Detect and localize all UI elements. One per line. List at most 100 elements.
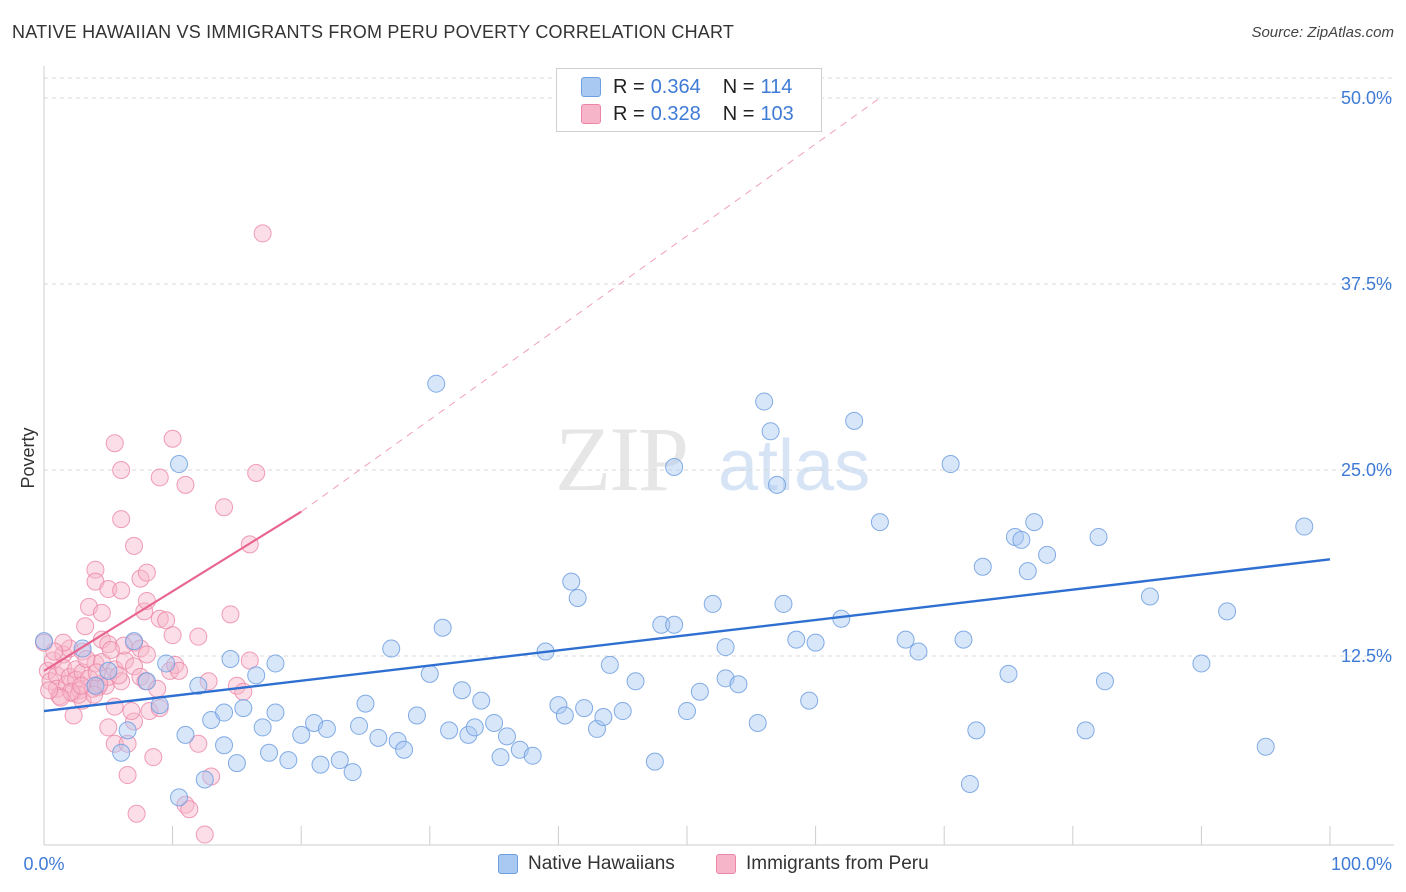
data-point-peru: [47, 666, 66, 685]
data-point-hawaiian: [1038, 545, 1057, 564]
data-point-peru: [253, 224, 272, 243]
data-point-hawaiian: [260, 743, 279, 762]
data-point-hawaiian: [485, 713, 504, 732]
data-point-hawaiian: [330, 751, 349, 770]
data-point-peru: [40, 681, 59, 700]
legend-swatch-blue: [581, 77, 601, 97]
data-point-hawaiian: [472, 691, 491, 710]
data-point-hawaiian: [575, 699, 594, 718]
data-point-hawaiian: [999, 664, 1018, 683]
data-point-peru: [77, 649, 96, 668]
data-point-peru: [72, 676, 91, 695]
correlation-legend: R = 0.364 N = 114 R = 0.328 N = 103: [556, 68, 822, 132]
legend-r-label: R =: [613, 102, 645, 125]
data-point-peru: [112, 581, 131, 600]
data-point-hawaiian: [768, 475, 787, 494]
trend-line-hawaiian: [43, 558, 1331, 713]
data-point-peru: [122, 702, 141, 721]
data-point-hawaiian: [118, 721, 137, 740]
data-point-peru: [64, 706, 83, 725]
data-point-hawaiian: [311, 755, 330, 774]
data-point-hawaiian: [125, 632, 144, 651]
data-point-peru: [180, 800, 199, 819]
data-point-peru: [101, 641, 120, 660]
series-native-hawaiians: [35, 374, 1314, 807]
data-point-hawaiian: [665, 458, 684, 477]
data-point-hawaiian: [703, 594, 722, 613]
bottom-legend-label: Native Hawaiians: [528, 853, 675, 874]
data-point-peru: [105, 697, 124, 716]
data-point-hawaiian: [279, 751, 298, 770]
data-point-hawaiian: [954, 630, 973, 649]
data-point-hawaiian: [234, 699, 253, 718]
data-point-hawaiian: [909, 642, 928, 661]
data-point-hawaiian: [221, 649, 240, 668]
data-point-hawaiian: [967, 721, 986, 740]
data-point-hawaiian: [407, 706, 426, 725]
axes: [43, 66, 1394, 846]
data-point-hawaiian: [652, 615, 671, 634]
data-point-hawaiian: [86, 676, 105, 695]
data-point-hawaiian: [678, 702, 696, 721]
data-point-hawaiian: [440, 721, 459, 740]
data-point-hawaiian: [1089, 527, 1108, 546]
legend-n-value: 114: [760, 75, 793, 98]
data-point-peru: [125, 536, 144, 555]
data-point-hawaiian: [626, 672, 645, 691]
data-point-hawaiian: [645, 752, 664, 771]
data-point-hawaiian: [215, 703, 234, 722]
data-point-hawaiian: [549, 696, 568, 715]
legend-r-value: 0.364: [650, 75, 701, 98]
data-point-hawaiian: [459, 725, 478, 744]
svg-text:atlas: atlas: [718, 426, 870, 506]
data-point-hawaiian: [356, 694, 375, 713]
data-point-peru: [127, 804, 146, 823]
data-point-hawaiian: [555, 706, 574, 725]
legend-n-label: N =: [722, 102, 755, 125]
data-point-peru: [85, 685, 104, 704]
data-point-hawaiian: [266, 703, 285, 722]
data-point-peru: [240, 651, 259, 670]
data-point-hawaiian: [755, 392, 774, 411]
data-point-peru: [62, 682, 81, 701]
data-point-hawaiian: [1295, 517, 1314, 536]
data-point-hawaiian: [960, 774, 979, 793]
data-point-peru: [189, 627, 208, 646]
data-point-hawaiian: [176, 725, 195, 744]
data-point-peru: [116, 651, 135, 670]
data-point-hawaiian: [1025, 513, 1044, 532]
data-point-hawaiian: [665, 615, 684, 634]
data-point-hawaiian: [189, 676, 208, 695]
data-point-peru: [87, 663, 106, 682]
data-point-peru: [137, 645, 156, 664]
data-point-hawaiian: [1076, 721, 1095, 740]
data-point-hawaiian: [774, 594, 793, 613]
data-point-hawaiian: [420, 664, 439, 683]
data-point-peru: [112, 510, 131, 529]
data-point-hawaiian: [382, 639, 401, 658]
data-point-hawaiian: [317, 719, 336, 738]
data-point-hawaiian: [247, 666, 266, 685]
data-point-hawaiian: [452, 681, 471, 700]
legend-swatch-pink: [581, 104, 601, 124]
x-tick-label: 0.0%: [23, 854, 64, 874]
data-point-peru: [189, 734, 208, 753]
y-axis-label: Poverty: [18, 427, 38, 488]
data-point-hawaiian: [227, 754, 246, 773]
data-point-hawaiian: [99, 661, 118, 680]
data-point-hawaiian: [427, 374, 446, 393]
y-tick-label: 25.0%: [1341, 460, 1392, 480]
data-point-hawaiian: [523, 746, 542, 765]
watermark: ZIP atlas: [555, 408, 870, 510]
bottom-legend-label: Immigrants from Peru: [746, 853, 929, 874]
data-point-peru: [105, 734, 124, 753]
gridlines: [44, 77, 1394, 657]
data-point-hawaiian: [433, 618, 452, 637]
data-point-peru: [118, 734, 137, 753]
data-point-peru: [67, 670, 86, 689]
bottom-legend-swatch-blue: [498, 854, 518, 874]
data-point-peru: [76, 617, 95, 636]
y-tick-label: 37.5%: [1341, 274, 1392, 294]
data-point-hawaiian: [157, 654, 176, 673]
data-point-peru: [137, 563, 156, 582]
